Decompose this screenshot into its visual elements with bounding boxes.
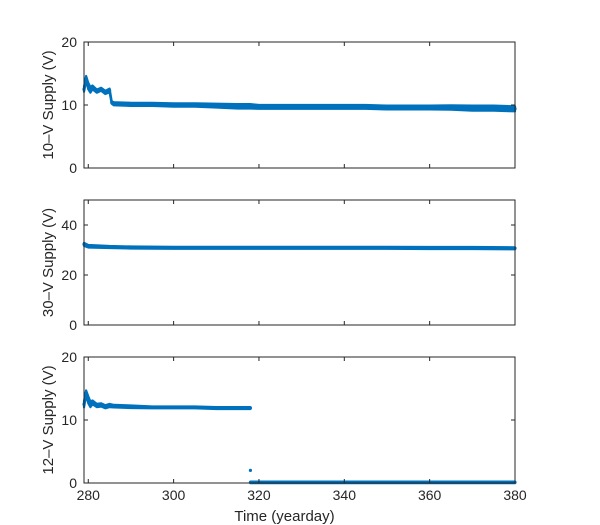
data-point <box>95 403 99 408</box>
data-point <box>129 405 133 409</box>
data-point <box>248 406 253 410</box>
y-tick-label: 40 <box>61 217 77 233</box>
y-tick-label: 10 <box>61 412 77 428</box>
data-point <box>172 405 176 409</box>
data-point <box>257 105 261 109</box>
data-point <box>108 403 112 408</box>
data-point <box>95 89 99 93</box>
data-point <box>88 88 93 92</box>
data-point <box>172 103 176 107</box>
data-point <box>103 405 107 409</box>
x-axis-label: Time (yearday) <box>234 508 334 525</box>
y-tick-label: 0 <box>69 475 77 491</box>
y-tick-label: 0 <box>69 317 77 333</box>
plot-area <box>84 200 515 325</box>
data-point <box>193 103 197 107</box>
data-point <box>470 106 474 110</box>
data-point <box>90 400 95 404</box>
y-tick-label: 0 <box>69 160 77 176</box>
data-point <box>108 245 112 249</box>
data-point <box>278 105 282 109</box>
data-point <box>428 105 432 110</box>
outlier-point <box>248 468 253 472</box>
data-point <box>86 244 90 248</box>
data-point <box>300 105 304 109</box>
y-tick-label: 10 <box>61 97 77 113</box>
data-point <box>385 105 389 110</box>
plot-area <box>84 357 515 483</box>
y-tick-label: 20 <box>61 267 77 283</box>
data-point <box>449 105 453 110</box>
y-axis-label: 30–V Supply (V) <box>40 208 57 317</box>
data-point <box>150 102 154 106</box>
data-point <box>342 246 346 250</box>
data-point <box>129 245 133 250</box>
data-point <box>428 246 432 250</box>
data-point <box>86 398 90 402</box>
data-point <box>172 246 176 250</box>
data-point <box>103 90 107 94</box>
panel-3: 0 10 20 280 300 320 340 360 380 12–V Supply (V) <box>40 349 527 503</box>
data-point <box>112 102 116 106</box>
data-point <box>88 402 93 406</box>
data-point <box>342 105 346 109</box>
x-tick-label: 300 <box>162 487 186 503</box>
data-point <box>236 406 240 410</box>
data-point <box>108 88 112 93</box>
data-point <box>470 246 474 250</box>
x-tick-label: 280 <box>77 487 101 503</box>
data-point <box>112 404 116 408</box>
data-point <box>214 246 218 250</box>
y-axis-label: 12–V Supply (V) <box>40 365 57 474</box>
data-point <box>214 104 218 108</box>
y-tick-label: 20 <box>61 349 77 365</box>
data-point <box>90 85 95 89</box>
data-point <box>321 105 325 109</box>
y-tick-label: 20 <box>61 34 77 50</box>
data-point <box>236 104 240 108</box>
data-point <box>84 391 88 395</box>
data-point <box>406 105 410 110</box>
data-point <box>129 102 133 106</box>
data-point <box>193 405 197 409</box>
data-point <box>84 76 88 81</box>
data-point <box>257 246 261 250</box>
data-point <box>300 246 304 250</box>
y-axis-label: 10–V Supply (V) <box>40 50 57 159</box>
x-tick-label: 340 <box>333 487 357 503</box>
data-point <box>99 403 103 407</box>
data-point <box>214 406 218 410</box>
data-point <box>492 106 496 110</box>
data-point <box>364 105 368 109</box>
x-tick-label: 320 <box>247 487 271 503</box>
data-point <box>385 246 389 250</box>
data-point <box>86 84 90 88</box>
data-point <box>248 104 253 108</box>
x-tick-label: 380 <box>503 487 527 503</box>
axes-box <box>83 199 516 326</box>
data-point <box>99 87 103 91</box>
data-point <box>150 405 154 409</box>
x-tick-label: 360 <box>418 487 442 503</box>
